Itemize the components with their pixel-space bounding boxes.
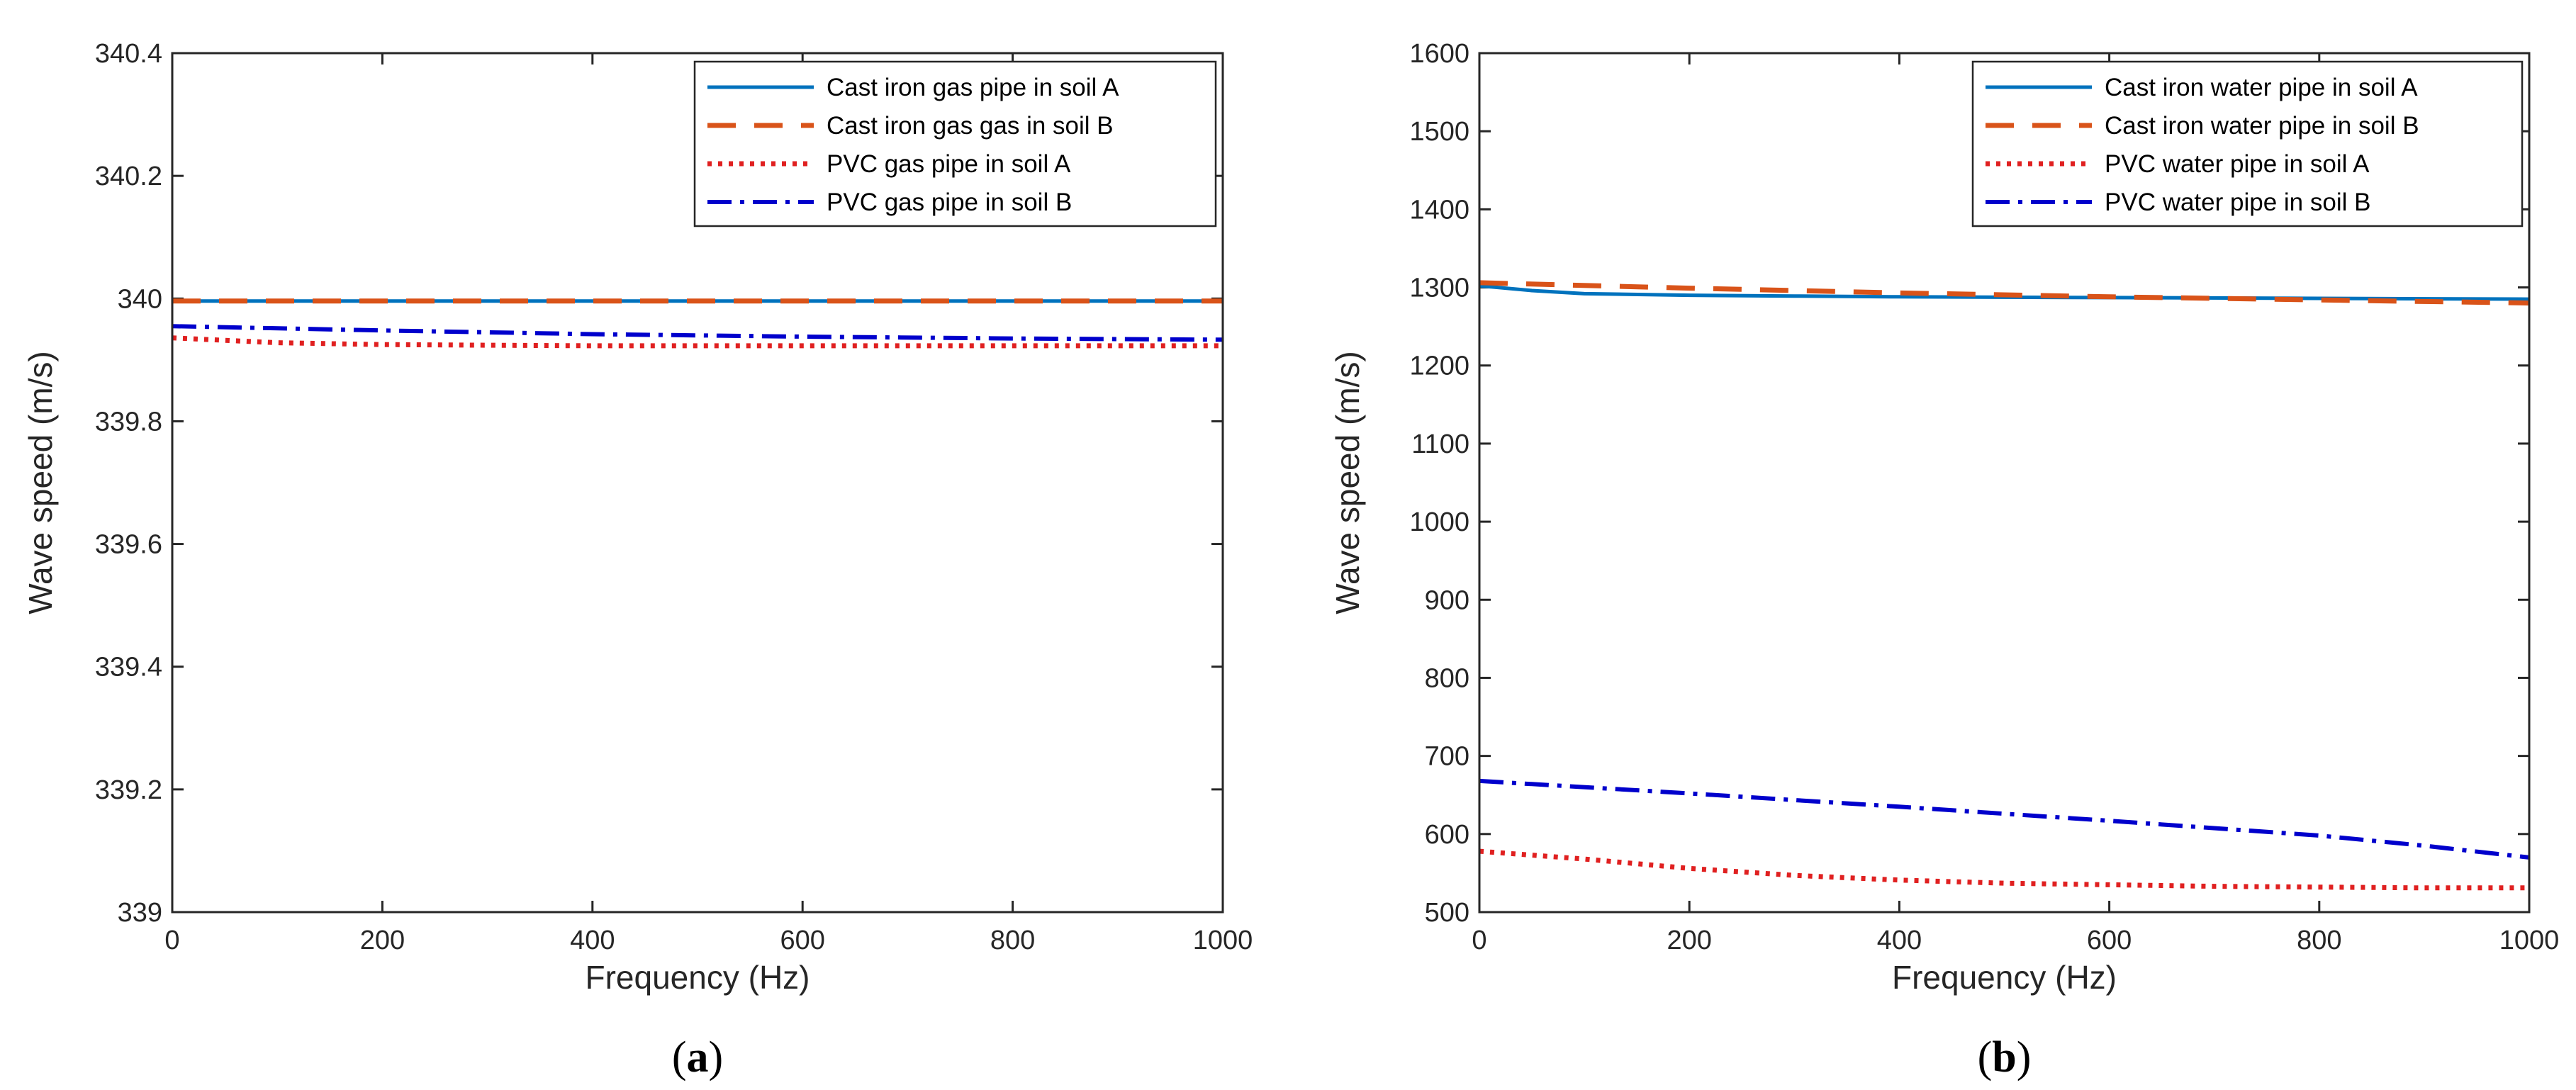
y-axis: 500 600 700 800 900 1000 1100 1200 1300 1400 1500 1… <box>1409 39 2529 928</box>
x-tick-label: 400 <box>570 926 615 955</box>
y-tick-label: 339.2 <box>95 775 162 805</box>
series-lines <box>172 298 1223 349</box>
x-tick-label: 1000 <box>1193 926 1253 955</box>
y-tick-label: 340.2 <box>95 162 162 191</box>
legend: Cast iron water pipe in soil A Cast iron … <box>1971 60 2524 227</box>
x-tick-label: 600 <box>780 926 824 955</box>
series-line-2 <box>1479 280 2530 306</box>
panel-label-letter: b <box>1992 1033 2016 1081</box>
panel-label: (a) <box>672 1033 723 1081</box>
y-tick-label: 340 <box>118 284 162 314</box>
panel-label-close: ) <box>709 1033 724 1081</box>
legend-entry-1: Cast iron gas pipe in soil A <box>827 74 1119 101</box>
plot-frame <box>1478 52 2531 914</box>
x-tick-label: 200 <box>1667 926 1711 955</box>
legend-entry-4: PVC gas pipe in soil B <box>827 189 1072 216</box>
y-tick-label: 339.8 <box>95 407 162 437</box>
y-tick-label: 700 <box>1425 742 1469 772</box>
legend-entry-2: Cast iron gas gas in soil B <box>827 112 1114 140</box>
x-tick-label: 800 <box>2297 926 2341 955</box>
y-tick-label: 1600 <box>1409 39 1469 69</box>
y-tick-label: 800 <box>1425 663 1469 693</box>
y-tick-label: 900 <box>1425 585 1469 615</box>
legend-entry-1: Cast iron water pipe in soil A <box>2105 74 2418 101</box>
series-line-4 <box>172 324 1223 342</box>
y-tick-label: 600 <box>1425 820 1469 850</box>
legend-box <box>1971 60 2524 227</box>
panel-label: (b) <box>1978 1033 2032 1081</box>
x-axis: 0 200 400 600 800 1000 <box>1472 53 2559 955</box>
y-tick-label: 1300 <box>1409 274 1469 303</box>
y-tick-label: 1200 <box>1409 352 1469 381</box>
legend-entry-3: PVC water pipe in soil A <box>2105 150 2370 178</box>
series-lines <box>1479 280 2530 891</box>
x-tick-label: 1000 <box>2499 926 2560 955</box>
chart-b: 500 600 700 800 900 1000 1100 1200 1300 1400 1500 1… <box>1329 39 2559 1081</box>
x-tick-label: 400 <box>1877 926 1922 955</box>
legend-entry-4: PVC water pipe in soil B <box>2105 189 2370 216</box>
chart-a: 339 339.2 339.4 339.6 339.8 340 340.2 340.4 0 20… <box>22 39 1253 1081</box>
x-tick-label: 0 <box>1472 926 1486 955</box>
x-tick-label: 600 <box>2087 926 2132 955</box>
x-tick-label: 0 <box>164 926 179 955</box>
y-tick-label: 340.4 <box>95 39 162 69</box>
panel-label-letter: a <box>687 1033 709 1081</box>
plot-frame <box>171 52 1224 914</box>
x-axis: 0 200 400 600 800 1000 <box>164 53 1253 955</box>
y-tick-label: 339.6 <box>95 530 162 560</box>
x-axis-label: Frequency (Hz) <box>586 959 810 996</box>
y-tick-label: 500 <box>1425 898 1469 928</box>
panel-label-close: ) <box>2017 1033 2032 1081</box>
y-tick-label: 339.4 <box>95 653 162 682</box>
legend-entry-2: Cast iron water pipe in soil B <box>2105 112 2419 140</box>
y-tick-label: 1000 <box>1409 507 1469 537</box>
y-tick-label: 339 <box>118 898 162 928</box>
legend: Cast iron gas pipe in soil A Cast iron ga… <box>693 60 1217 227</box>
y-axis-label: Wave speed (m/s) <box>1329 351 1366 614</box>
panel-label-open: ( <box>672 1033 687 1081</box>
y-tick-label: 1400 <box>1409 195 1469 225</box>
y-axis-label: Wave speed (m/s) <box>22 351 59 614</box>
y-tick-label: 1100 <box>1411 429 1469 459</box>
series-line-3 <box>1479 848 2529 891</box>
panel-label-open: ( <box>1978 1033 1993 1081</box>
x-tick-label: 800 <box>990 926 1035 955</box>
y-tick-label: 1500 <box>1409 117 1469 147</box>
y-axis: 339 339.2 339.4 339.6 339.8 340 340.2 340.4 <box>95 39 1223 928</box>
legend-entry-3: PVC gas pipe in soil A <box>827 150 1071 178</box>
x-axis-label: Frequency (Hz) <box>1892 959 2117 996</box>
x-tick-label: 200 <box>360 926 405 955</box>
legend-box <box>693 60 1217 227</box>
